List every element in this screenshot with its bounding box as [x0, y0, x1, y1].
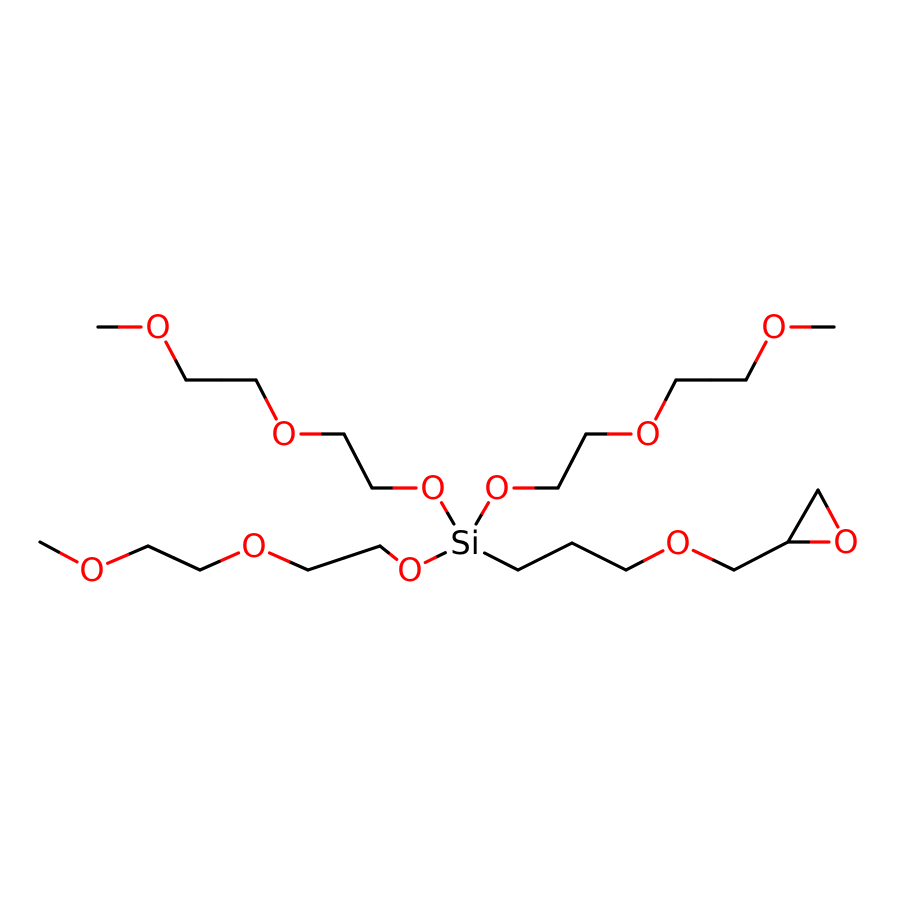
bond-o5-c8-half-a — [654, 397, 668, 421]
bond-o8-c13-half-b — [198, 559, 221, 572]
bond-o7-c11-half-b — [378, 544, 390, 555]
bond-si-o4-half-a — [474, 511, 484, 526]
oxygen-atom-label: O — [397, 551, 422, 589]
bond-o10-c19-half-a — [691, 548, 716, 562]
oxygen-atom-label: O — [833, 523, 858, 561]
oxygen-atom-label: O — [761, 308, 786, 346]
bond-c9-o6-half-a — [744, 359, 758, 382]
bond-c17-c18-half-b — [597, 554, 628, 572]
bond-c19-c20-half-b — [759, 540, 790, 558]
bond-si-o4-half-b — [480, 501, 491, 515]
bond-c20-c21-half-b — [801, 488, 820, 518]
bond-c11-c12-half-b — [306, 556, 346, 572]
bond-si-c16-half-b — [499, 559, 520, 572]
oxygen-atom-label: O — [271, 415, 296, 453]
bond-c11-c12-half-a — [342, 544, 382, 560]
bond-o3-si-half-a — [439, 501, 450, 515]
bonds-layer — [38, 325, 840, 572]
bond-c6-c7-half-a — [556, 459, 574, 490]
bond-o1-c2-half-b — [174, 359, 188, 382]
bond-o5-c8-half-b — [664, 378, 678, 402]
oxygen-atom-label: O — [145, 308, 170, 346]
bond-c13-c14-half-b — [146, 544, 176, 560]
bond-si-o7-half-a — [433, 551, 447, 560]
bond-c9-o6-half-b — [754, 340, 768, 363]
oxygen-atom-label: O — [635, 415, 660, 453]
bond-o1-c2-half-a — [164, 340, 178, 363]
bond-o3-si-half-b — [446, 511, 456, 526]
oxygen-atom-label: O — [484, 469, 509, 507]
bond-c4-c5-half-b — [356, 459, 374, 490]
bond-c3-o2-half-b — [264, 397, 278, 421]
bond-c21-o11-half-b — [826, 506, 840, 529]
bond-c17-c18-half-a — [570, 541, 601, 559]
bond-c4-c5-half-a — [342, 432, 360, 463]
bond-c12-o8-half-a — [287, 559, 310, 572]
bond-c20-c21-half-a — [786, 514, 805, 544]
silicon-atom-label: Si — [450, 524, 479, 562]
oxygen-atom-label: O — [665, 524, 690, 562]
bond-c16-c17-half-a — [516, 554, 547, 572]
bond-c18-o10-half-a — [624, 558, 647, 572]
oxygen-atom-label: O — [420, 469, 445, 507]
bond-c14-o9-half-a — [126, 544, 150, 557]
bond-c21-o11-half-a — [816, 488, 830, 511]
bond-c18-o10-half-b — [642, 549, 665, 563]
oxygen-atom-label: O — [79, 551, 104, 589]
bond-o9-c15-half-a — [56, 550, 79, 564]
bond-si-c16-half-a — [483, 551, 503, 564]
bond-o9-c15-half-b — [38, 540, 61, 554]
bond-o8-c13-half-a — [217, 551, 241, 564]
bond-c6-c7-half-b — [570, 432, 588, 463]
bond-c3-o2-half-a — [254, 378, 268, 402]
bond-c19-c20-half-a — [732, 554, 763, 572]
bond-si-o7-half-b — [423, 555, 437, 565]
bond-c12-o8-half-b — [267, 551, 291, 564]
bond-c16-c17-half-b — [543, 541, 574, 559]
bond-c14-o9-half-b — [105, 553, 130, 565]
oxygen-atom-label: O — [241, 527, 266, 565]
bond-o10-c19-half-b — [712, 558, 736, 572]
bond-o7-c11-half-a — [386, 551, 399, 562]
bond-c13-c14-half-a — [172, 556, 202, 572]
